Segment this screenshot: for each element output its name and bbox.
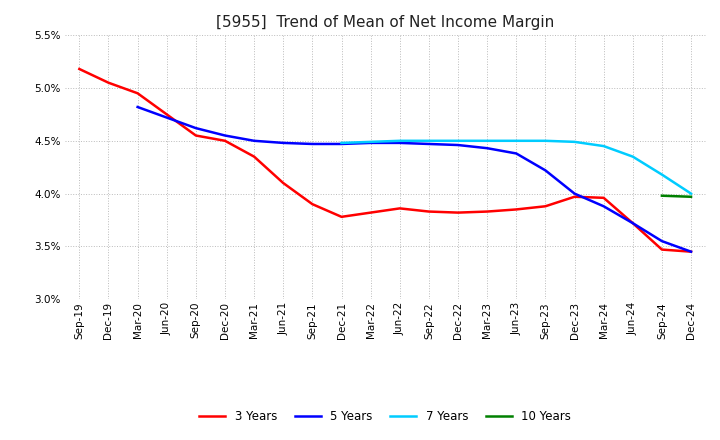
5 Years [337,141,346,147]
3 Years [483,209,492,214]
3 Years [337,214,346,220]
3 Years [192,133,200,138]
5 Years [279,140,287,146]
3 Years [425,209,433,214]
3 Years [395,206,404,211]
5 Years [192,125,200,131]
5 Years [220,133,229,138]
5 Years [163,115,171,120]
5 Years [250,138,258,143]
3 Years [220,138,229,143]
3 Years [250,154,258,159]
5 Years [454,143,462,148]
3 Years [366,210,375,215]
7 Years [657,172,666,177]
7 Years [629,154,637,159]
3 Years [308,202,317,207]
5 Years [629,220,637,226]
7 Years [395,138,404,143]
7 Years [687,191,696,196]
7 Years [512,138,521,143]
Line: 10 Years: 10 Years [662,196,691,197]
3 Years [279,180,287,186]
3 Years [599,195,608,201]
3 Years [570,194,579,199]
7 Years [483,138,492,143]
3 Years [163,112,171,117]
3 Years [657,247,666,252]
10 Years [657,193,666,198]
5 Years [687,249,696,254]
7 Years [570,139,579,144]
5 Years [570,191,579,196]
7 Years [599,143,608,149]
3 Years [454,210,462,215]
7 Years [366,139,375,144]
3 Years [541,204,550,209]
5 Years [483,146,492,151]
3 Years [629,220,637,226]
7 Years [425,138,433,143]
5 Years [395,140,404,146]
3 Years [75,66,84,72]
3 Years [687,249,696,254]
5 Years [133,104,142,110]
Line: 5 Years: 5 Years [138,107,691,252]
5 Years [512,151,521,156]
5 Years [425,141,433,147]
3 Years [133,91,142,96]
5 Years [599,204,608,209]
7 Years [337,140,346,146]
5 Years [308,141,317,147]
Legend: 3 Years, 5 Years, 7 Years, 10 Years: 3 Years, 5 Years, 7 Years, 10 Years [194,405,576,428]
7 Years [541,138,550,143]
3 Years [104,80,113,85]
10 Years [687,194,696,199]
5 Years [657,238,666,244]
7 Years [454,138,462,143]
Line: 7 Years: 7 Years [341,141,691,194]
Title: [5955]  Trend of Mean of Net Income Margin: [5955] Trend of Mean of Net Income Margi… [216,15,554,30]
Line: 3 Years: 3 Years [79,69,691,252]
5 Years [541,168,550,173]
3 Years [512,207,521,212]
5 Years [366,140,375,146]
